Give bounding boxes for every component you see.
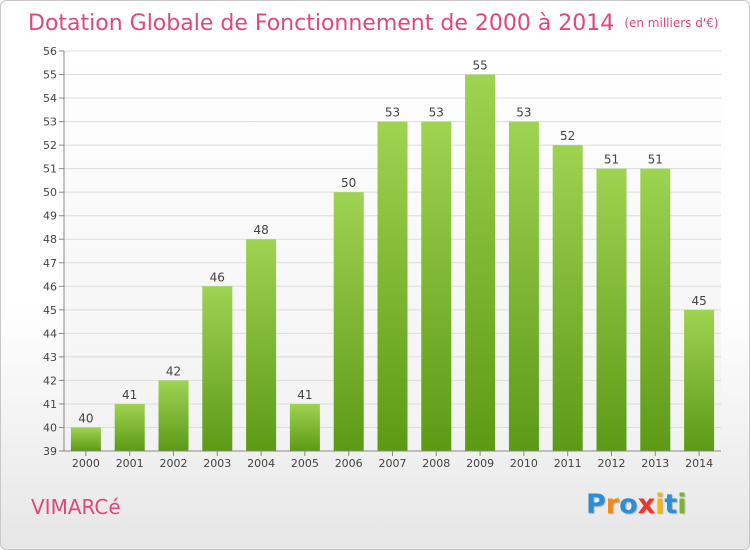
bar	[158, 380, 189, 451]
bar	[421, 121, 452, 452]
bar	[640, 168, 671, 451]
bar	[552, 145, 583, 451]
x-tick-label: 2007	[379, 457, 407, 470]
bar	[202, 286, 233, 451]
bar	[596, 168, 627, 451]
y-tick-label: 45	[43, 304, 57, 317]
y-tick-label: 48	[43, 233, 57, 246]
x-tick-label: 2014	[685, 457, 713, 470]
x-tick-label: 2001	[116, 457, 144, 470]
y-tick-label: 42	[43, 374, 57, 387]
data-label: 50	[341, 176, 356, 190]
data-label: 45	[691, 294, 706, 308]
y-tick-label: 46	[43, 280, 57, 293]
y-tick-label: 55	[43, 69, 57, 82]
logo-letter: i	[655, 489, 665, 520]
logo-letter: o	[619, 489, 638, 520]
bar	[377, 121, 408, 452]
data-label: 55	[472, 59, 487, 73]
data-label: 52	[560, 129, 575, 143]
x-tick-label: 2002	[160, 457, 188, 470]
chart-title: Dotation Globale de Fonctionnement de 20…	[28, 7, 718, 39]
x-tick-label: 2006	[335, 457, 363, 470]
y-tick-label: 51	[43, 163, 57, 176]
bars-group	[70, 74, 715, 452]
y-tick-label: 53	[43, 116, 57, 129]
data-label: 53	[429, 106, 444, 120]
y-tick-label: 54	[43, 92, 57, 105]
bar	[684, 309, 715, 451]
y-tick-label: 43	[43, 351, 57, 364]
data-label: 48	[253, 223, 268, 237]
x-tick-label: 2000	[72, 457, 100, 470]
y-tick-label: 50	[43, 186, 57, 199]
proxiti-logo: Proxiti	[586, 489, 687, 520]
x-tick-label: 2004	[247, 457, 275, 470]
x-tick-label: 2009	[466, 457, 494, 470]
logo-letter: t	[664, 489, 678, 520]
data-label: 41	[297, 388, 312, 402]
bar	[289, 403, 320, 451]
data-label: 40	[78, 411, 93, 425]
data-label: 41	[122, 388, 137, 402]
x-tick-label: 2005	[291, 457, 319, 470]
bar	[333, 192, 364, 452]
data-label: 53	[385, 106, 400, 120]
x-tick-label: 2010	[510, 457, 538, 470]
logo-letter: i	[677, 489, 687, 520]
bar	[70, 427, 101, 451]
chart-subtitle: (en milliers d'€)	[624, 16, 719, 30]
axes	[59, 50, 721, 456]
y-tick-label: 49	[43, 210, 57, 223]
y-tick-label: 47	[43, 257, 57, 270]
y-tick-label: 56	[43, 45, 57, 58]
chart-title-text: Dotation Globale de Fonctionnement de 20…	[28, 11, 615, 36]
bar	[246, 239, 277, 451]
data-label: 46	[210, 270, 225, 284]
y-tick-label: 41	[43, 398, 57, 411]
x-tick-labels: 2000 2001 2002 2003 2004 2005 2006 2007 2008 2009…	[72, 457, 713, 470]
bar	[465, 74, 496, 451]
y-tick-label: 40	[43, 421, 57, 434]
y-tick-labels: 39 40 41 42 43 44 45 46 47 48 49 50 51 52 53 54 55 56	[43, 45, 57, 458]
bar	[114, 403, 145, 451]
x-tick-label: 2013	[641, 457, 669, 470]
commune-name: VIMARCé	[31, 495, 121, 519]
x-tick-label: 2008	[422, 457, 450, 470]
x-tick-label: 2011	[554, 457, 582, 470]
y-tick-label: 52	[43, 139, 57, 152]
x-tick-label: 2012	[598, 457, 626, 470]
bar	[508, 121, 539, 452]
data-label: 53	[516, 106, 531, 120]
logo-letter: P	[586, 489, 606, 520]
data-labels: 40 41 42 46 48 41 50 53 53 55 53 52 51 51 45	[78, 59, 706, 426]
y-tick-label: 44	[43, 327, 57, 340]
logo-letter: r	[605, 489, 620, 520]
y-tick-label: 39	[43, 445, 57, 458]
data-label: 51	[604, 153, 619, 167]
logo-letter: x	[637, 489, 656, 520]
data-label: 51	[648, 153, 663, 167]
x-tick-label: 2003	[203, 457, 231, 470]
data-label: 42	[166, 364, 181, 378]
